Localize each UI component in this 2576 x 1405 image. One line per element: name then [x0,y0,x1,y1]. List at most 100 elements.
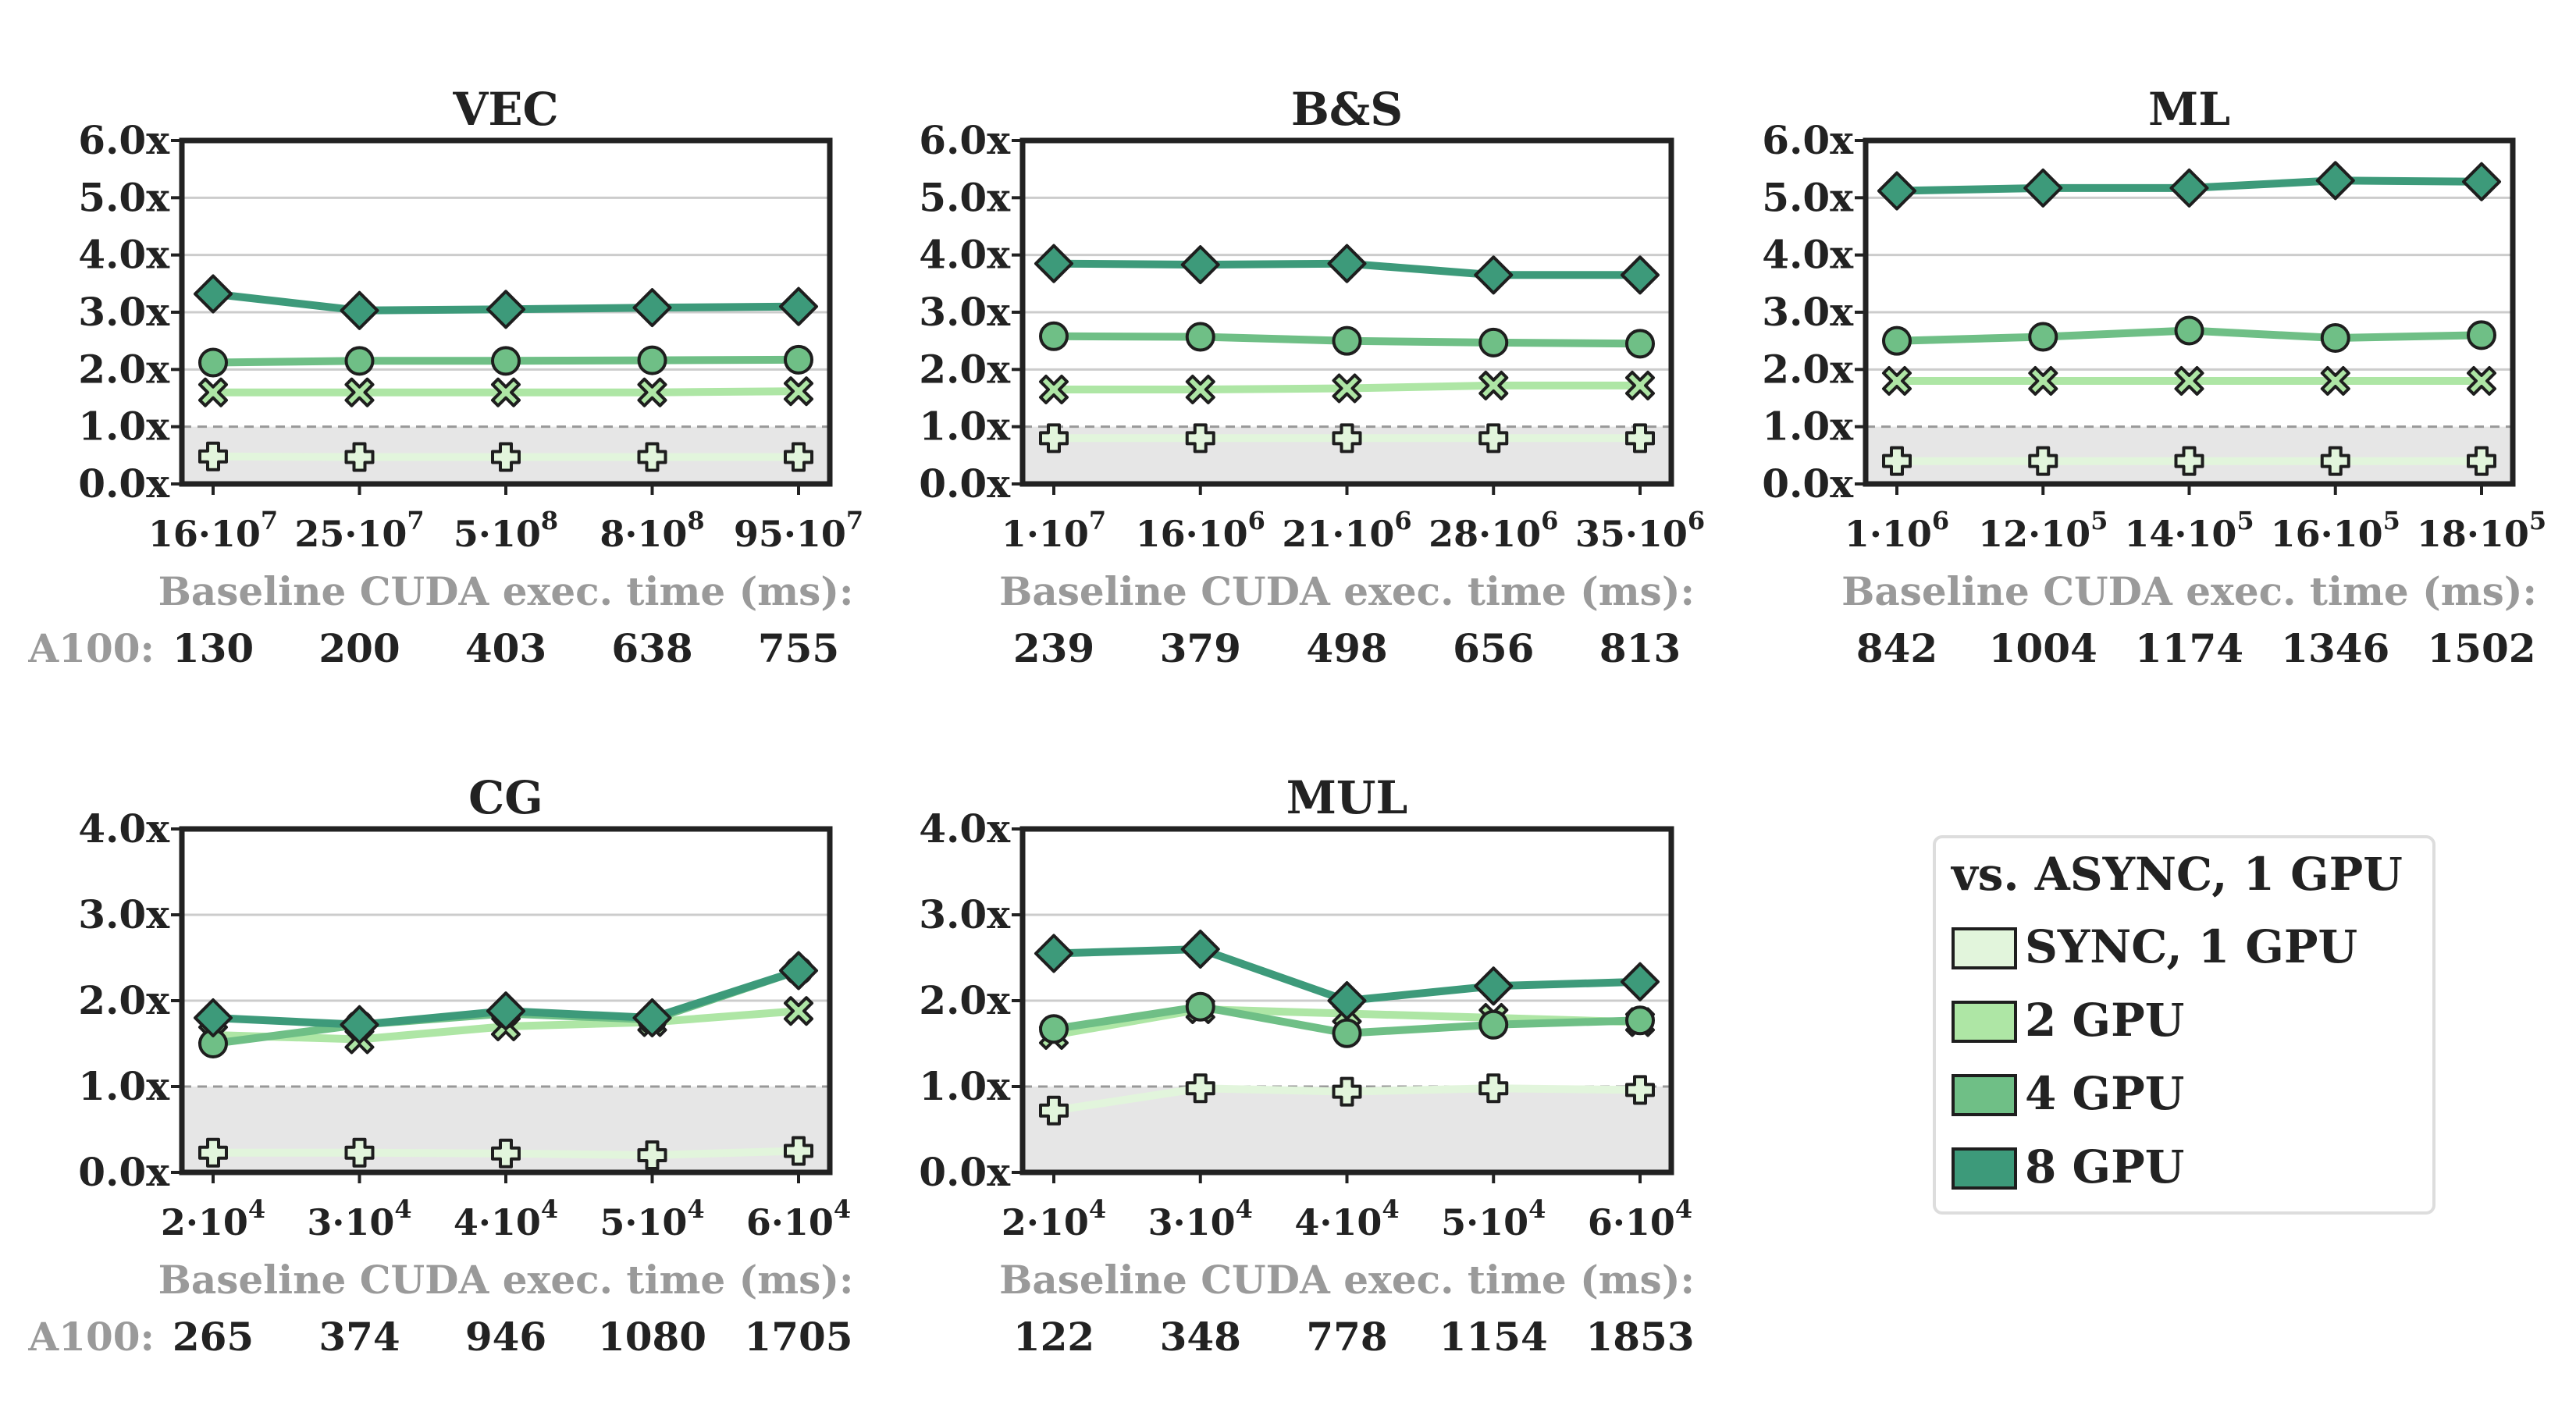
series-2-gpu [1039,370,1655,404]
y-tick-label: 0.0x [78,461,170,507]
baseline-value: 656 [1453,625,1534,671]
y-tick-label: 2.0x [919,977,1011,1023]
legend-entry-8-gpu: 8 GPU [1952,1140,2184,1193]
data-point [1185,423,1215,454]
baseline-value: 1346 [2281,625,2389,671]
legend: vs. ASYNC, 1 GPU SYNC, 1 GPU 2 GPU 4 GPU 8 G… [1933,835,2435,1215]
data-point [2174,315,2204,346]
data-point [2467,320,2496,350]
legend-label: SYNC, 1 GPU [2025,920,2357,973]
series-2-gpu [1882,366,2496,396]
y-tick-label: 5.0x [919,174,1011,220]
y-tick-label: 0.0x [919,461,1011,507]
series-4-gpu [198,344,813,378]
data-point [1625,1075,1655,1105]
x-tick-label: 3·104 [307,1194,411,1243]
y-tick-label: 3.0x [1762,289,1854,335]
data-point [486,290,525,329]
data-point [2315,161,2355,201]
data-point [637,442,667,472]
data-point [637,377,667,407]
data-point [198,377,228,407]
data-point [1034,244,1073,283]
data-point [1332,423,1362,454]
x-tick-label: 8·108 [600,506,704,555]
series-8-gpu [194,274,818,330]
data-point [198,1137,228,1168]
data-point [1180,930,1220,969]
x-tick-label: 12·105 [1978,506,2108,555]
legend-swatch [1952,927,2017,969]
x-tick-label: 25·107 [294,506,424,555]
data-point [1039,375,1069,404]
data-point [1621,255,1660,295]
y-tick-label: 3.0x [78,891,170,937]
y-tick-label: 2.0x [919,346,1011,392]
data-point [194,998,233,1037]
data-point [784,376,813,407]
y-tick-label: 4.0x [78,806,170,852]
legend-entry-2-gpu: 2 GPU [1952,994,2184,1047]
charts: VEC 0.0x 1.0x 2.0x 3.0x 4.0x 5.0x 6.0x 16·107 25·… [27,83,2546,1360]
legend-label: 4 GPU [2025,1067,2184,1120]
legend-label: 2 GPU [2025,994,2184,1047]
data-point [1185,375,1215,404]
series-4-gpu [1039,991,1655,1048]
data-point [2028,446,2058,476]
data-point [1478,423,1509,454]
x-tick-label: 35·106 [1575,506,1705,555]
series-8-gpu [1034,244,1660,295]
data-point [1185,991,1215,1022]
data-point [1882,366,1912,396]
data-point [1625,370,1655,400]
data-point [1621,962,1660,1001]
data-point [486,991,525,1031]
data-point [1332,1076,1362,1107]
y-tick-label: 5.0x [1762,174,1854,220]
data-point [198,347,228,378]
data-point [779,951,818,991]
data-point [1625,329,1655,359]
baseline-value: 778 [1306,1314,1387,1360]
y-tick-label: 6.0x [1762,117,1854,163]
series-2-gpu [198,376,813,407]
x-tick-label: 1·107 [1002,506,1106,555]
y-tick-label: 4.0x [78,232,170,278]
baseline-value: 498 [1306,625,1387,671]
chart-title: B&S [1291,83,1403,136]
data-point [2320,323,2350,353]
data-point [1039,423,1069,454]
data-point [1039,1014,1069,1044]
y-tick-label: 2.0x [78,346,170,392]
baseline-value: 1154 [1439,1314,1548,1360]
baseline-value: 1174 [2135,625,2243,671]
data-point [1882,325,1912,356]
baseline-value: 379 [1160,625,1241,671]
data-point [1474,255,1514,295]
data-point [344,346,375,376]
series-8-gpu [1877,161,2501,211]
data-point [344,377,375,407]
x-tick-label: 4·104 [1294,1194,1399,1243]
data-point [1039,321,1069,351]
y-tick-label: 0.0x [78,1149,170,1195]
chart-title: MUL [1286,771,1408,824]
y-tick-label: 4.0x [1762,232,1854,278]
data-point [784,996,813,1026]
data-point [2174,366,2204,396]
data-point [1332,325,1362,356]
data-point [344,442,375,472]
legend-swatch [1952,1074,2017,1116]
data-point [1882,446,1912,476]
baseline-value: 403 [465,625,546,671]
chart-b-s: B&S 0.0x 1.0x 2.0x 3.0x 4.0x 5.0x 6.0x 1·107 16·1… [919,83,1705,671]
y-tick-label: 1.0x [1762,404,1854,450]
x-tick-label: 2·104 [161,1194,265,1243]
baseline-value: 348 [1160,1314,1241,1360]
series-sync-1-gpu [1039,1073,1655,1126]
chart-title: VEC [452,83,558,136]
y-tick-label: 2.0x [78,977,170,1023]
baseline-value: 1705 [744,1314,852,1360]
baseline-value: 374 [318,1314,400,1360]
